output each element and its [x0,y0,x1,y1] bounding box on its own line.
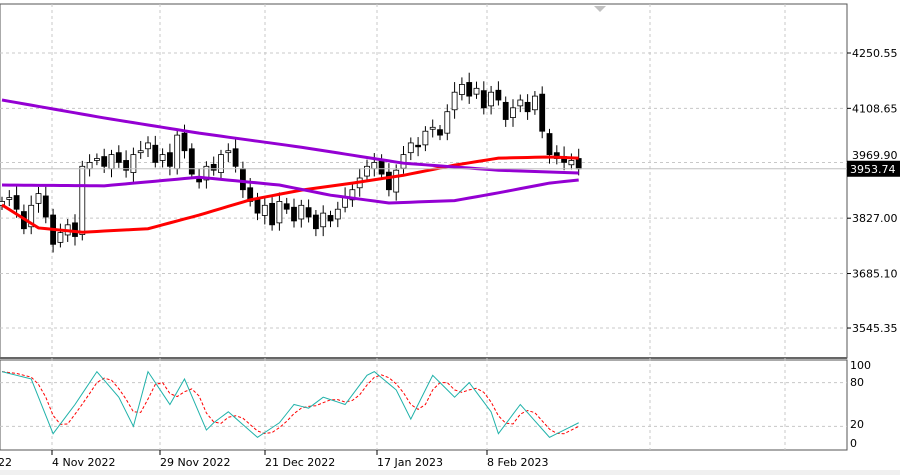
candle-body [334,208,341,220]
time-tick-label: 22 [0,456,12,469]
price-tick-label: 4108.65 [852,102,898,115]
moving-average-line [1,175,579,205]
candle-body [181,132,188,152]
candle-body [422,130,429,146]
candle-body [517,99,524,107]
candle-body [188,148,195,175]
shift-marker-icon [594,6,606,12]
candle-body [79,165,86,235]
candle-body [123,160,129,171]
time-tick-label: 21 Dec 2022 [265,456,335,469]
candle-body [488,91,495,107]
candle-body [298,204,305,220]
current-price-label: 3953.74 [850,163,896,176]
candle-body [261,204,268,216]
candle-body [407,142,414,154]
candle-body [320,212,327,228]
candle-body [232,148,239,167]
price-tick-label: 3685.10 [852,268,898,281]
main-pane [0,3,848,359]
candle-body [254,199,261,214]
candle-body [349,189,356,201]
candle-body [174,134,181,170]
stochastic-tick-label: 80 [850,376,864,389]
candle-body [364,165,370,177]
candle-body [371,162,378,170]
candle-body [203,165,210,181]
candle-body [532,95,538,111]
time-tick-label: 4 Nov 2022 [52,456,115,469]
stochastic-signal-line [1,371,579,435]
candle-body [218,154,224,173]
price-tick-label: 3827.00 [852,212,898,225]
candle-body [458,84,465,95]
time-tick-label: 8 Feb 2023 [487,456,548,469]
stochastic-tick-label: 0 [850,437,857,450]
time-tick-label: 29 Nov 2022 [160,456,230,469]
candle-body [130,154,137,173]
stochastic-pane [0,359,848,451]
stochastic-tick-label: 100 [850,359,871,372]
candle-body [225,150,232,154]
candle-body [575,158,582,170]
candle-body [327,215,334,222]
candle-body [342,197,349,208]
candle-body [305,207,312,218]
candle-body [473,87,480,95]
price-tick-label: 4250.55 [852,47,898,60]
candle-body [269,202,276,226]
candle-body [152,144,159,163]
candle-body [6,197,13,200]
bottom-bar [0,470,900,475]
moving-average-line [1,155,579,234]
candle-body [72,222,78,237]
candle-body [108,154,115,170]
candle-body [524,101,531,113]
candle-body [378,160,385,175]
candle-body [101,156,108,167]
candle-body [385,171,392,191]
candle-body [291,206,297,222]
candle-body [480,90,487,109]
candle-body [283,203,290,210]
candle-body [159,154,166,161]
price-tick-label: 3545.35 [852,322,898,335]
candle-body [28,204,35,228]
candle-body [510,107,516,118]
candle-body [539,93,546,132]
candle-body [57,232,64,243]
candle-body [444,111,451,134]
candle-body [42,195,49,218]
candle-body [312,214,319,230]
current-price-box [847,160,900,177]
stochastic-main-line [1,370,579,438]
candle-body [502,101,509,120]
candle-body [568,160,575,166]
candle-body [239,168,246,191]
candle-body [415,144,422,148]
candle-body [115,152,122,163]
candle-body [466,82,473,97]
candle-body [451,91,458,111]
candle-body [13,195,20,210]
candle-body [276,201,283,224]
candle-body [495,89,502,101]
time-tick-label: 17 Jan 2023 [377,456,443,469]
candle-body [86,162,93,170]
stochastic-tick-label: 20 [850,418,864,431]
candle-body [210,163,217,171]
candle-body [437,129,443,136]
candle-body [393,169,400,193]
candle-body [94,158,100,161]
candle-body [429,126,436,130]
candle-body [145,142,151,150]
candle-body [35,193,42,204]
price-tick-label: 3969.90 [852,149,898,162]
candle-body [137,150,144,154]
candle-body [166,152,173,167]
candle-body [546,133,553,156]
